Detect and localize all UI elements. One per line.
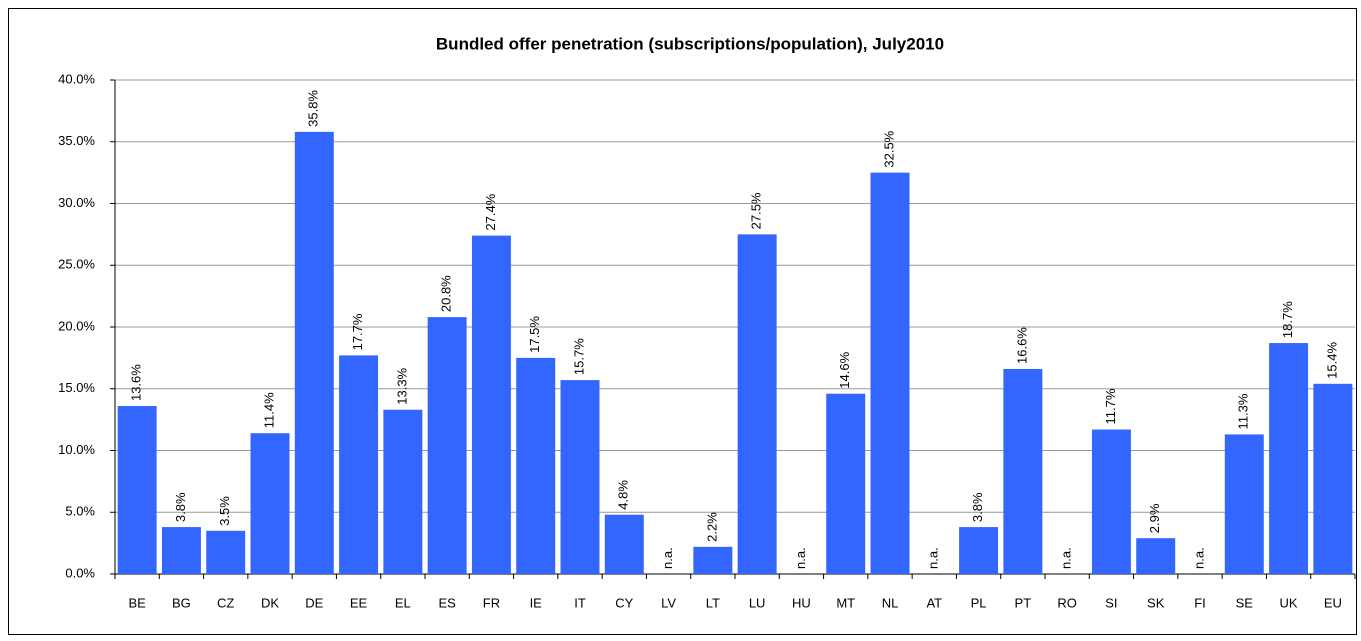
value-label: 18.7% [1280, 301, 1295, 338]
bar [826, 393, 866, 574]
y-tick-label: 15.0% [58, 380, 95, 395]
x-tick-label: ES [438, 595, 456, 610]
x-tick-label: UK [1280, 595, 1298, 610]
value-label: 15.4% [1324, 342, 1339, 379]
bar [1091, 429, 1131, 574]
bar [206, 530, 246, 574]
x-tick-label: MT [836, 595, 855, 610]
value-label: 32.5% [881, 130, 896, 167]
value-label: 14.6% [837, 351, 852, 388]
x-tick-label: DE [305, 595, 323, 610]
x-tick-label: NL [882, 595, 899, 610]
value-label: n.a. [1191, 547, 1206, 569]
bar [737, 234, 777, 574]
value-label: 17.5% [527, 316, 542, 353]
y-tick-label: 0.0% [65, 565, 95, 580]
bar [560, 380, 600, 574]
bar [959, 527, 999, 574]
y-tick-label: 30.0% [58, 195, 95, 210]
x-tick-label: BG [172, 595, 191, 610]
bar [870, 172, 910, 574]
x-tick-label: SI [1105, 595, 1117, 610]
value-label: 3.5% [217, 496, 232, 526]
bar [250, 433, 290, 574]
x-tick-label: AT [926, 595, 942, 610]
bar [1136, 538, 1176, 574]
value-label: 3.8% [173, 492, 188, 522]
bar [294, 131, 334, 574]
value-label: n.a. [660, 547, 675, 569]
value-label: 27.5% [749, 192, 764, 229]
bar [427, 317, 467, 574]
value-label: 35.8% [306, 90, 321, 127]
bar [471, 235, 511, 575]
value-label: 2.9% [1147, 503, 1162, 533]
x-tick-label: FI [1194, 595, 1206, 610]
value-label: 4.8% [616, 480, 631, 510]
value-label: 13.6% [129, 364, 144, 401]
value-label: 11.4% [261, 392, 276, 428]
x-tick-label: CZ [217, 595, 234, 610]
bar [117, 406, 157, 574]
value-label: 20.8% [439, 275, 454, 312]
x-tick-label: PL [971, 595, 987, 610]
bar [161, 527, 201, 574]
x-tick-label: IE [530, 595, 543, 610]
value-label: n.a. [1059, 547, 1074, 569]
y-tick-label: 40.0% [58, 71, 95, 86]
x-tick-label: FR [483, 595, 500, 610]
value-label: 11.3% [1236, 393, 1251, 429]
bar [693, 546, 733, 574]
value-label: n.a. [926, 547, 941, 569]
value-label: 17.7% [350, 313, 365, 350]
value-label: 27.4% [483, 193, 498, 230]
value-label: 11.7% [1103, 388, 1118, 424]
bar [1224, 434, 1264, 574]
bar [1269, 343, 1309, 574]
x-tick-label: LU [749, 595, 766, 610]
bar [339, 355, 379, 574]
bar [604, 514, 644, 574]
x-tick-label: EL [395, 595, 411, 610]
bar [383, 409, 423, 574]
bar [1003, 368, 1043, 574]
x-tick-label: HU [792, 595, 811, 610]
x-tick-label: EE [350, 595, 368, 610]
x-tick-label: IT [574, 595, 586, 610]
x-tick-label: PT [1015, 595, 1032, 610]
y-tick-label: 10.0% [58, 442, 95, 457]
x-tick-label: EU [1324, 595, 1342, 610]
value-label: 15.7% [571, 338, 586, 375]
value-label: n.a. [793, 547, 808, 569]
value-label: 13.3% [394, 367, 409, 404]
x-tick-label: LT [706, 595, 720, 610]
x-tick-label: RO [1057, 595, 1077, 610]
value-label: 2.2% [704, 512, 719, 542]
x-tick-label: CY [615, 595, 633, 610]
x-tick-label: SE [1236, 595, 1254, 610]
y-tick-label: 20.0% [58, 318, 95, 333]
chart-border [8, 8, 1357, 635]
x-tick-label: SK [1147, 595, 1165, 610]
x-tick-label: BE [128, 595, 146, 610]
y-tick-label: 5.0% [65, 504, 95, 519]
bar [516, 357, 556, 574]
y-tick-label: 35.0% [58, 133, 95, 148]
x-tick-label: LV [661, 595, 676, 610]
bar [1313, 383, 1353, 574]
value-label: 3.8% [970, 492, 985, 522]
y-tick-label: 25.0% [58, 257, 95, 272]
value-label: 16.6% [1014, 327, 1029, 364]
x-tick-label: DK [261, 595, 279, 610]
chart-title: Bundled offer penetration (subscriptions… [436, 34, 944, 53]
